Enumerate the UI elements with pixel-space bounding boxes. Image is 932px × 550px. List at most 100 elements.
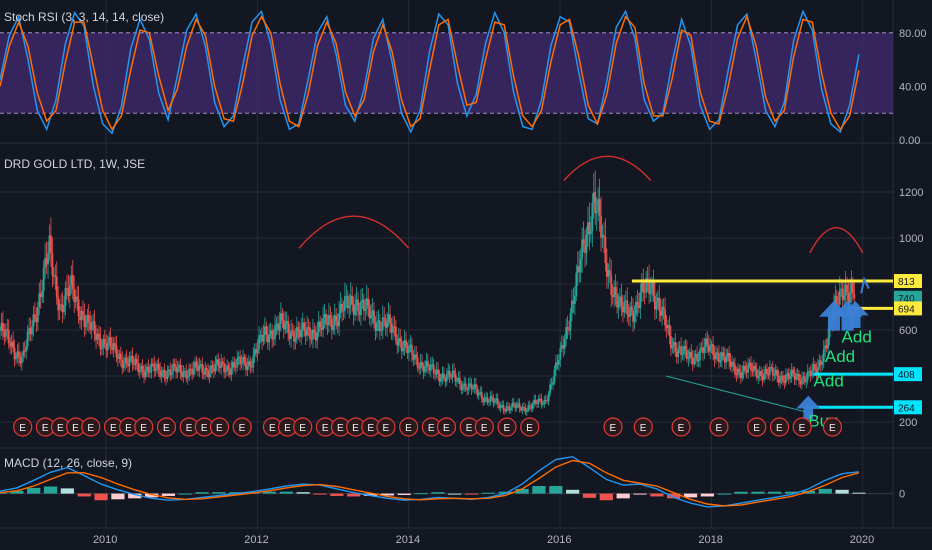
candle-body xyxy=(236,358,239,368)
candle-body xyxy=(741,372,744,378)
candle-body xyxy=(39,293,42,298)
candle-body xyxy=(533,399,536,404)
candle-body xyxy=(812,364,815,371)
candle-body xyxy=(281,313,284,321)
candle-body xyxy=(297,327,300,331)
earnings-circle xyxy=(156,417,177,437)
candle-body xyxy=(0,330,1,331)
macd-histogram-bar xyxy=(296,492,310,494)
macd-histogram-bar xyxy=(734,491,748,494)
candle-body xyxy=(346,295,349,308)
candle-body xyxy=(725,356,728,363)
earnings-circle xyxy=(497,417,517,437)
candle-body xyxy=(329,315,332,319)
candle-body xyxy=(106,342,109,351)
candle-body xyxy=(253,349,256,356)
candle-body xyxy=(684,346,687,350)
candle-body xyxy=(268,334,271,343)
candle-body xyxy=(525,410,528,413)
earnings-marker: E xyxy=(474,417,494,437)
candle-body xyxy=(67,288,70,296)
candle-body xyxy=(58,304,61,311)
candle-body xyxy=(272,338,275,340)
candle-body xyxy=(68,285,71,296)
candle-body xyxy=(231,361,234,369)
candle-body xyxy=(400,341,403,352)
candle-body xyxy=(25,346,28,352)
candle-body xyxy=(758,371,761,376)
candle-body xyxy=(734,364,736,375)
macd-macd-line xyxy=(0,455,859,508)
candle-body xyxy=(192,368,195,375)
candle-body xyxy=(735,374,738,376)
candle-body xyxy=(114,343,116,346)
candle-body xyxy=(766,368,768,375)
candle-body xyxy=(185,370,188,379)
candle-body xyxy=(704,338,707,347)
candle-body xyxy=(316,332,319,341)
candle-body xyxy=(616,294,618,308)
candle-body xyxy=(779,378,781,383)
candle-body xyxy=(486,397,489,403)
level-badge-bg xyxy=(894,274,922,289)
candle-body xyxy=(32,314,35,327)
candle-body xyxy=(493,400,496,403)
macd-histogram-bar xyxy=(262,491,277,494)
earnings-marker: E xyxy=(792,417,812,437)
candle-body xyxy=(202,372,205,375)
candle-body xyxy=(640,282,643,293)
candle-body xyxy=(371,310,374,315)
earnings-marker: E xyxy=(769,417,790,437)
candle-body xyxy=(399,338,402,342)
macd-histogram-bar xyxy=(212,492,226,494)
candle-body xyxy=(578,266,581,273)
candle-body xyxy=(425,361,428,367)
candle-body xyxy=(214,363,217,372)
candle-body xyxy=(656,297,659,303)
candle-body xyxy=(99,337,102,350)
candle-body xyxy=(732,362,735,365)
candle-body xyxy=(234,366,237,368)
level-badge-text: 813 xyxy=(898,277,915,288)
candle-body xyxy=(36,307,39,323)
candle-body xyxy=(10,341,13,347)
candle-body xyxy=(392,326,394,333)
macd-histogram-bar xyxy=(431,492,445,494)
candle-body xyxy=(246,365,249,370)
candle-body xyxy=(563,339,566,349)
candles-group xyxy=(0,170,856,417)
macd-histogram-bar xyxy=(650,493,664,497)
candle-body xyxy=(237,356,240,359)
candle-body xyxy=(627,314,630,317)
candle-body xyxy=(808,371,811,373)
earnings-marker: E xyxy=(633,417,653,437)
candle-body xyxy=(795,376,797,380)
candle-body xyxy=(355,299,358,306)
level-badge-text: 740 xyxy=(898,294,915,305)
candle-body xyxy=(792,369,795,374)
candle-body xyxy=(418,368,421,370)
candle-body xyxy=(767,374,770,376)
candle-body xyxy=(243,356,246,362)
earnings-label: E xyxy=(382,423,389,434)
candle-body xyxy=(31,326,33,335)
candle-body xyxy=(716,352,719,354)
candle-body xyxy=(630,306,633,311)
candle-body xyxy=(681,354,684,356)
earnings-circle xyxy=(822,417,843,437)
candle-body xyxy=(773,374,776,376)
candle-body xyxy=(466,389,469,391)
price-y-tick: 600 xyxy=(899,325,917,337)
candle-body xyxy=(668,324,671,337)
candle-body xyxy=(435,369,438,375)
earnings-label: E xyxy=(140,423,147,434)
earnings-circle xyxy=(232,417,252,437)
candle-body xyxy=(502,405,505,411)
candle-body xyxy=(696,354,699,362)
candle-body xyxy=(827,337,829,349)
candle-body xyxy=(750,362,752,371)
candle-body xyxy=(661,306,664,316)
candle-body xyxy=(141,365,144,373)
candle-body xyxy=(189,368,192,370)
